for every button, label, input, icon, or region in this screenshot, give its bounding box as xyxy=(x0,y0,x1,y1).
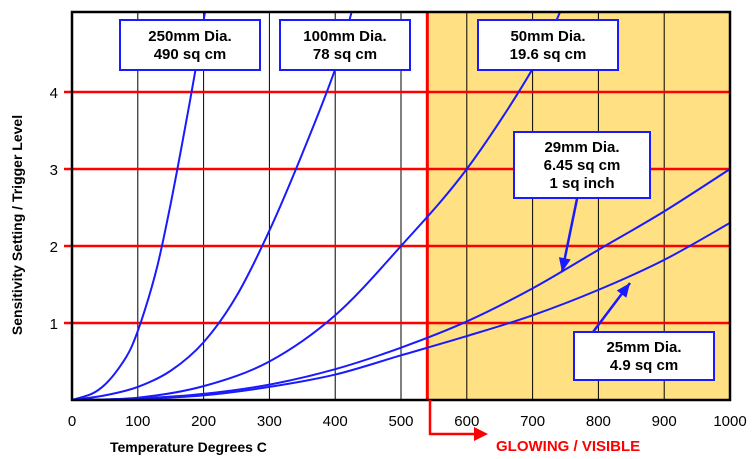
annotation-line: 4.9 sq cm xyxy=(610,357,678,374)
glowing-visible-label: GLOWING / VISIBLE xyxy=(496,438,640,455)
annotation-box xyxy=(573,331,715,381)
annotation-box xyxy=(477,19,619,71)
annotation-4: 29mm Dia.6.45 sq cm1 sq inch xyxy=(513,131,651,199)
glowing-arrow xyxy=(428,400,476,436)
x-tick-label: 900 xyxy=(652,413,677,430)
annotation-labels: 250mm Dia.490 sq cm 100mm Dia.78 sq cm 50m… xyxy=(119,19,715,381)
curve-4 xyxy=(72,168,730,400)
y-tick-label: 2 xyxy=(50,239,58,256)
y-axis-title: Sensitivity Setting / Trigger Level xyxy=(9,115,25,335)
annotation-line: 78 sq cm xyxy=(313,46,377,63)
arrow-head-2 xyxy=(616,283,630,298)
curve-1 xyxy=(72,12,206,400)
annotation-line: 19.6 sq cm xyxy=(510,46,587,63)
annotation-line: 1 sq inch xyxy=(549,175,614,192)
y-tick-labels: 1 2 3 4 xyxy=(50,85,58,333)
annotation-line: 100mm Dia. xyxy=(303,28,386,45)
curve-5 xyxy=(72,222,730,400)
annotation-box xyxy=(513,131,651,199)
x-tick-label: 700 xyxy=(520,413,545,430)
curve-2 xyxy=(72,12,353,400)
annotation-arrows xyxy=(558,193,631,337)
x-tick-labels: 0 100 200 300 400 500 600 700 800 900 1000 xyxy=(68,413,747,430)
annotation-line: 250mm Dia. xyxy=(148,28,231,45)
annotation-5: 25mm Dia.4.9 sq cm xyxy=(573,331,715,381)
annotation-box xyxy=(119,19,261,71)
x-tick-label: 600 xyxy=(454,413,479,430)
curves xyxy=(72,12,730,400)
y-tick-label: 1 xyxy=(50,316,58,333)
x-tick-label: 400 xyxy=(323,413,348,430)
x-tick-label: 300 xyxy=(257,413,282,430)
annotation-line: 50mm Dia. xyxy=(510,28,585,45)
x-tick-label: 500 xyxy=(388,413,413,430)
annotation-3: 50mm Dia.19.6 sq cm xyxy=(477,19,619,71)
annotation-line: 29mm Dia. xyxy=(544,139,619,156)
annotation-2: 100mm Dia.78 sq cm xyxy=(279,19,411,71)
annotation-line: 6.45 sq cm xyxy=(544,157,621,174)
curve-3 xyxy=(72,12,562,400)
x-axis-title: Temperature Degrees C xyxy=(110,439,267,455)
x-tick-label: 0 xyxy=(68,413,76,430)
annotation-line: 490 sq cm xyxy=(154,46,227,63)
y-tick-label: 3 xyxy=(50,162,58,179)
annotation-1: 250mm Dia.490 sq cm xyxy=(119,19,261,71)
y-tick-label: 4 xyxy=(50,85,58,102)
arrow-head-1 xyxy=(558,257,571,272)
annotation-box xyxy=(279,19,411,71)
x-tick-label: 200 xyxy=(191,413,216,430)
x-tick-label: 800 xyxy=(586,413,611,430)
annotation-line: 25mm Dia. xyxy=(606,339,681,356)
glowing-arrow-head xyxy=(474,427,488,441)
x-tick-label: 1000 xyxy=(713,413,746,430)
x-tick-label: 100 xyxy=(125,413,150,430)
plot-frame xyxy=(70,10,732,402)
